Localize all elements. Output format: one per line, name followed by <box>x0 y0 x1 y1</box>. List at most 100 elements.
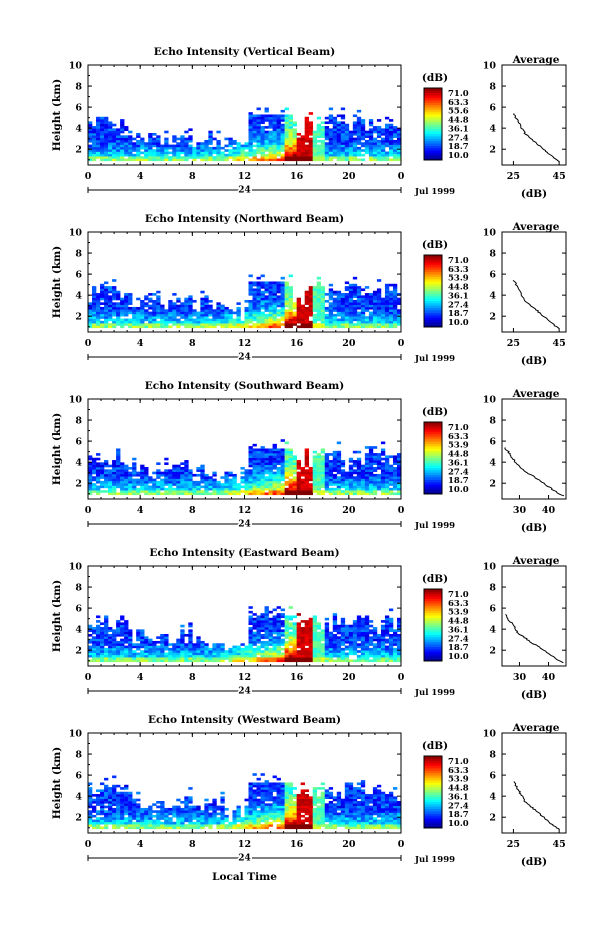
colorbar-tick-label: 27.4 <box>448 801 469 811</box>
x-tick-label: 0 <box>85 171 92 182</box>
colorbar-tick-label: 44.8 <box>448 116 469 126</box>
y-tick-label: 4 <box>75 792 82 803</box>
profile-y-tick-label: 10 <box>483 395 497 406</box>
date-label: Jul 1999 <box>414 354 455 364</box>
profile-x-tick-label: 25 <box>507 839 520 850</box>
heatmap-cells <box>88 439 402 496</box>
profile-frame <box>501 398 567 500</box>
colorbar-tick-label: 63.3 <box>448 265 469 275</box>
x-tick-label: 0 <box>85 672 92 683</box>
x-tick-label: 8 <box>189 171 196 182</box>
y-tick-label: 2 <box>75 646 82 657</box>
profile-y-tick-label: 10 <box>483 562 497 573</box>
profile-y-tick-label: 4 <box>489 792 496 803</box>
colorbar-tick-label: 18.7 <box>448 142 469 152</box>
profile-x-tick-label: 45 <box>553 839 566 850</box>
profile-frame <box>501 732 567 834</box>
colorbar-tick-label: 53.9 <box>448 608 469 618</box>
colorbar-tick-label: 27.4 <box>448 133 469 143</box>
date-marker: 24 <box>238 687 251 697</box>
x-tick-label: 0 <box>85 338 92 349</box>
y-tick-label: 8 <box>75 750 82 761</box>
y-tick-label: 6 <box>75 604 82 615</box>
colorbar-tick-label: 18.7 <box>448 476 469 486</box>
profile-frame <box>501 231 567 333</box>
y-tick-label: 8 <box>75 82 82 93</box>
x-tick-label: 4 <box>137 171 144 182</box>
profile-curve <box>505 614 564 664</box>
x-tick-label: 12 <box>238 171 251 182</box>
y-tick-label: 2 <box>75 813 82 824</box>
colorbar-label: (dB) <box>422 740 448 752</box>
y-tick-label: 4 <box>75 124 82 135</box>
y-axis-label: Height (km) <box>51 79 63 151</box>
x-tick-label: 12 <box>238 505 251 516</box>
heatmap-cells <box>88 606 402 663</box>
profile-curve <box>512 279 560 330</box>
chart-title: Echo Intensity (Westward Beam) <box>148 714 341 726</box>
y-tick-label: 4 <box>75 625 82 636</box>
colorbar-tick-label: 36.1 <box>448 124 469 134</box>
x-tick-label: 8 <box>189 505 196 516</box>
x-tick-label: 20 <box>342 839 356 850</box>
panel-4: Echo Intensity (Eastward Beam) Height (km… <box>51 547 567 701</box>
colorbar <box>424 589 442 662</box>
colorbar-frame <box>423 254 443 328</box>
x-tick-label: 8 <box>189 839 196 850</box>
panel-1: Echo Intensity (Vertical Beam) Height (km… <box>51 46 567 200</box>
colorbar-label: (dB) <box>422 72 448 84</box>
profile-x-axis-label: (dB) <box>521 522 547 534</box>
chart-title: Echo Intensity (Northward Beam) <box>145 213 344 225</box>
y-axis-label: Height (km) <box>51 747 63 819</box>
profile-y-tick-label: 8 <box>489 82 496 93</box>
colorbar-frame <box>423 421 443 495</box>
y-tick-label: 2 <box>75 479 82 490</box>
y-axis-label: Height (km) <box>51 246 63 318</box>
profile-x-tick-label: 40 <box>542 505 556 516</box>
profile-y-tick-label: 10 <box>483 61 497 72</box>
colorbar-tick-label: 53.9 <box>448 775 469 785</box>
y-tick-label: 6 <box>75 771 82 782</box>
profile-y-tick-label: 4 <box>489 458 496 469</box>
colorbar-tick-label: 44.8 <box>448 450 469 460</box>
x-tick-label: 20 <box>342 505 356 516</box>
colorbar <box>424 88 442 161</box>
x-tick-label: 16 <box>290 839 304 850</box>
colorbar-tick-label: 63.3 <box>448 432 469 442</box>
profile-y-tick-label: 6 <box>489 604 496 615</box>
profile-x-tick-label: 25 <box>507 171 520 182</box>
x-tick-label: 16 <box>290 338 304 349</box>
x-tick-label: 20 <box>342 672 356 683</box>
colorbar-tick-label: 44.8 <box>448 617 469 627</box>
x-tick-label: 20 <box>342 338 356 349</box>
profile-curve <box>513 781 560 831</box>
heatmap-cells <box>88 274 402 329</box>
colorbar-tick-label: 36.1 <box>448 625 469 635</box>
profile-y-tick-label: 4 <box>489 625 496 636</box>
colorbar-tick-label: 36.1 <box>448 458 469 468</box>
date-marker: 24 <box>238 186 251 196</box>
y-tick-label: 10 <box>69 395 83 406</box>
date-label: Jul 1999 <box>414 187 455 197</box>
profile-x-axis-label: (dB) <box>521 188 547 200</box>
profile-y-tick-label: 6 <box>489 771 496 782</box>
profile-y-tick-label: 6 <box>489 437 496 448</box>
time-axis-label: Local Time <box>212 871 277 883</box>
profile-x-tick-label: 40 <box>542 672 556 683</box>
profile-frame <box>501 64 567 166</box>
profile-x-tick-label: 45 <box>553 171 566 182</box>
colorbar-tick-label: 71.0 <box>448 590 469 600</box>
colorbar-tick-label: 27.4 <box>448 467 469 477</box>
profile-y-tick-label: 2 <box>489 312 496 323</box>
x-tick-label: 0 <box>85 505 92 516</box>
x-tick-label: 12 <box>238 839 251 850</box>
profile-x-tick-label: 30 <box>513 505 527 516</box>
chart-title: Echo Intensity (Southward Beam) <box>145 380 344 392</box>
colorbar-frame <box>423 588 443 662</box>
date-marker: 24 <box>238 520 251 530</box>
colorbar-tick-label: 18.7 <box>448 643 469 653</box>
colorbar-tick-label: 63.3 <box>448 599 469 609</box>
colorbar-tick-label: 53.9 <box>448 274 469 284</box>
colorbar-frame <box>423 755 443 829</box>
profile-y-tick-label: 4 <box>489 291 496 302</box>
